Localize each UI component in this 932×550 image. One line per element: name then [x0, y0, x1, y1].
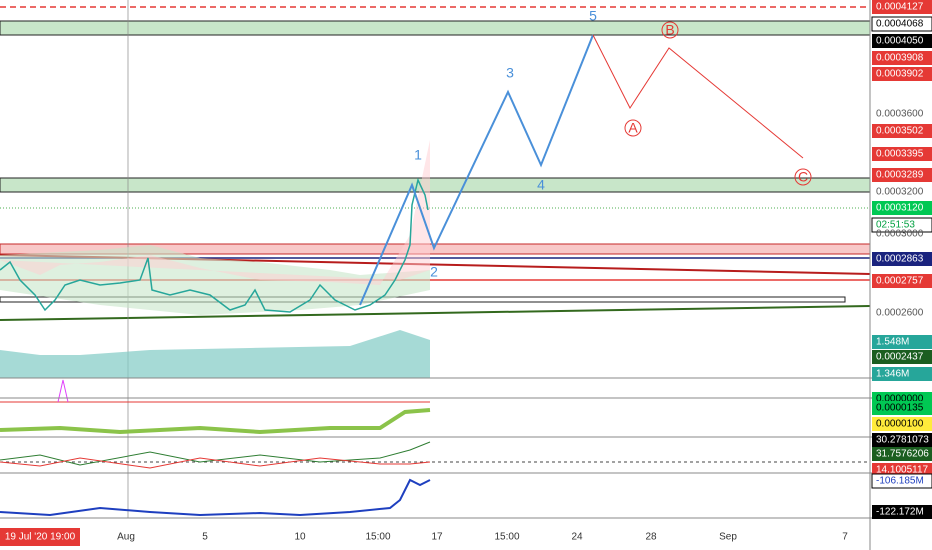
- price-label: 0.0003600: [876, 109, 924, 120]
- price-series: [0, 177, 429, 313]
- price-label: 31.7576206: [876, 449, 929, 460]
- price-label-box: [872, 34, 932, 48]
- price-label-box: [872, 51, 932, 65]
- range-box: [0, 296, 846, 303]
- wave-label: B: [665, 22, 674, 38]
- wave-label: A: [628, 120, 638, 136]
- price-label: 14.1005117: [876, 465, 929, 476]
- price-label: 0.0000000: [876, 394, 924, 405]
- indicator-spike: [57, 379, 69, 403]
- price-label: 0.0004068: [876, 19, 924, 30]
- wave-label: 4: [537, 177, 545, 193]
- price-label-box: [871, 217, 932, 233]
- time-label: 28: [645, 532, 657, 543]
- price-label: 0.0003502: [876, 126, 924, 137]
- price-label-box: [872, 274, 932, 288]
- indicator-line: [0, 478, 431, 517]
- price-label-box: [872, 367, 932, 381]
- price-label: 0.0004127: [876, 2, 924, 13]
- price-label: 1.346M: [876, 369, 909, 380]
- supply-zone: [0, 20, 871, 36]
- price-label: 30.2781073: [876, 435, 929, 446]
- price-label-box: [871, 473, 932, 489]
- time-label: Sep: [719, 532, 737, 543]
- time-label: 24: [571, 532, 583, 543]
- indicator-line: [0, 408, 431, 435]
- correction-projection: [592, 34, 804, 159]
- wave-projection: [359, 34, 594, 306]
- price-label-box: [872, 417, 932, 431]
- price-label: 0.0000100: [876, 419, 924, 430]
- time-label: Aug: [117, 532, 135, 543]
- price-label-box: [872, 401, 932, 415]
- price-label: 02:51:53: [876, 220, 915, 231]
- time-label: 10: [294, 532, 306, 543]
- price-label-box: [872, 168, 932, 182]
- price-label: 1.548M: [876, 337, 909, 348]
- indicator-line: [0, 457, 431, 469]
- price-label: 0.0002863: [876, 254, 924, 265]
- wave-label: C: [798, 169, 808, 185]
- wave-circle: [661, 21, 679, 39]
- cloud: [0, 140, 430, 285]
- price-label: 0.0003000: [876, 229, 924, 240]
- price-label-box: [872, 147, 932, 161]
- price-label: -106.185M: [876, 476, 924, 487]
- wave-circle: [624, 119, 642, 137]
- price-label-box: [872, 350, 932, 364]
- price-label: 0.0003289: [876, 170, 924, 181]
- price-label-box: [872, 447, 932, 461]
- price-label: -122.172M: [876, 507, 924, 518]
- price-label: 0.0002437: [876, 352, 924, 363]
- time-label: 5: [202, 532, 208, 543]
- price-label: 0.0003200: [876, 187, 924, 198]
- time-label: 7: [842, 532, 848, 543]
- price-label-box: [872, 335, 932, 349]
- price-label: 0.0003395: [876, 149, 924, 160]
- price-label: 0.0003120: [876, 203, 924, 214]
- wave-label: 1: [414, 147, 422, 163]
- price-label: 0.0002600: [876, 308, 924, 319]
- price-label-box: [872, 252, 932, 266]
- price-label-box: [872, 124, 932, 138]
- cursor-time-box: [0, 528, 80, 546]
- indicator-line: [0, 441, 431, 466]
- price-label-box: [871, 16, 932, 32]
- time-label: 15:00: [494, 532, 519, 543]
- price-label-box: [872, 67, 932, 81]
- wave-label: 2: [430, 264, 438, 280]
- wave-label: 3: [506, 65, 514, 81]
- volume: [0, 330, 430, 378]
- wave-label: 5: [589, 8, 597, 24]
- price-label: 0.0004050: [876, 36, 924, 47]
- price-label: 0.0002757: [876, 276, 924, 287]
- price-label-box: [872, 201, 932, 215]
- time-label: 15:00: [365, 532, 390, 543]
- price-label: 0.0003902: [876, 69, 924, 80]
- price-label-box: [872, 0, 932, 14]
- price-label-box: [872, 433, 932, 447]
- price-label: 0.0000135: [876, 403, 924, 414]
- trend-line: [0, 305, 871, 321]
- price-label-box: [872, 505, 932, 519]
- price-label: 0.0003908: [876, 53, 924, 64]
- wave-circle: [794, 168, 812, 186]
- supply-zone: [0, 177, 871, 193]
- time-label: 17: [431, 532, 443, 543]
- cursor-time: 19 Jul '20 19:00: [5, 532, 76, 543]
